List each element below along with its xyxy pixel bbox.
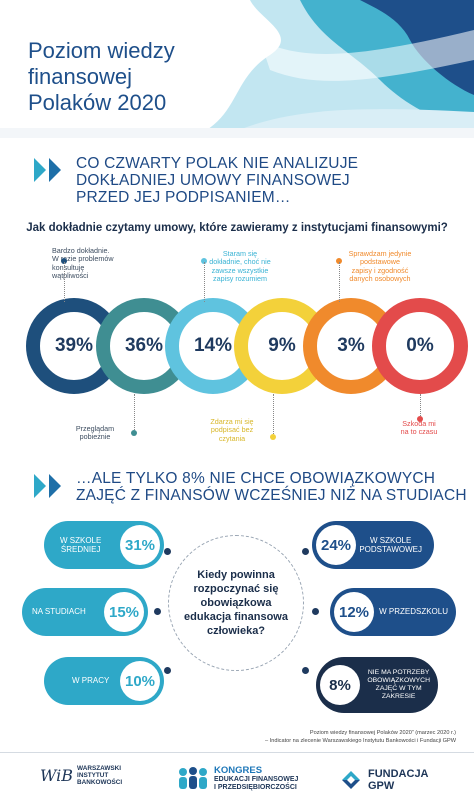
- annotation-stem: [420, 394, 421, 418]
- annotation-szkoda-czasu: Szkoda mi na to czasu: [400, 419, 438, 437]
- pill-nie-ma-potrzeby: 8% NIE MA POTRZEBY OBOWIĄZKOWYCH ZAJĘĆ W…: [316, 657, 438, 713]
- ring-value: 0%: [406, 335, 434, 356]
- ring-value: 3%: [337, 335, 365, 356]
- pill-label: W SZKOLE ŚREDNIEJ: [60, 535, 102, 554]
- annotation-stem: [134, 394, 135, 430]
- kongres-title: KONGRES: [214, 765, 263, 776]
- connector-dot: [164, 548, 171, 555]
- wib-logo-text: WARSZAWSKI INSTYTUT BANKOWOŚCI: [77, 765, 123, 787]
- annotation-stem: [273, 394, 274, 434]
- ring-value: 9%: [268, 335, 296, 356]
- annotation-przegladam: Przeglądam pobieżnie: [75, 424, 115, 442]
- double-chevron-icon: [34, 158, 61, 182]
- annotation-staram-sie: Staram się dokładnie, choć nie zawsze ws…: [209, 249, 271, 284]
- pill-value: 10%: [120, 661, 160, 701]
- pill-label: W PRACY: [72, 676, 110, 686]
- annotation-dot: [61, 258, 67, 264]
- pill-value: 12%: [334, 592, 374, 632]
- section2-question: Kiedy powinna rozpoczynać się obowiązkow…: [168, 535, 304, 671]
- section1-heading: CO CZWARTY POLAK NIE ANALIZUJE DOKŁADNIE…: [76, 155, 359, 206]
- footer-logos: WiB WARSZAWSKI INSTYTUT BANKOWOŚCI KONGR…: [0, 752, 474, 808]
- ring-value: 36%: [124, 335, 164, 356]
- header-banner: Poziom wiedzy finansowej Polaków 2020: [0, 0, 474, 138]
- connector-dot: [302, 548, 309, 555]
- annotation-bardzo-dokladnie: Bardzo dokładnie. W razie problemów kons…: [52, 246, 114, 281]
- kongres-subtitle: EDUKACJI FINANSOWEJ I PRZEDSIĘBIORCZOŚCI: [214, 776, 299, 791]
- pill-w-pracy: W PRACY 10%: [44, 657, 164, 705]
- annotation-bez-czytania: Zdarza mi się podpisać bez czytania: [210, 417, 254, 443]
- pill-na-studiach: NA STUDIACH 15%: [22, 588, 148, 636]
- pill-szkola-podstawowa: 24% W SZKOLE PODSTAWOWEJ: [312, 521, 434, 569]
- connector-dot: [302, 667, 309, 674]
- annotation-dot: [336, 258, 342, 264]
- connector-dot: [164, 667, 171, 674]
- pill-label: NIE MA POTRZEBY OBOWIĄZKOWYCH ZAJĘĆ W TY…: [367, 669, 430, 700]
- kongres-logo: KONGRES EDUKACJI FINANSOWEJ I PRZEDSIĘBI…: [176, 765, 298, 792]
- pill-value: 8%: [320, 665, 360, 705]
- annotation-dot: [270, 434, 276, 440]
- section1-question: Jak dokładnie czytamy umowy, które zawie…: [26, 222, 448, 234]
- wib-signature: WiB: [40, 766, 74, 786]
- header-waves-graphic: [0, 0, 474, 138]
- page-title: Poziom wiedzy finansowej Polaków 2020: [28, 38, 175, 115]
- ring-value: 14%: [193, 335, 233, 356]
- ring-szkoda-czasu: 0%: [372, 298, 468, 394]
- annotation-stem: [204, 262, 205, 302]
- gpw-mark-icon: [342, 771, 360, 789]
- pill-label: W PRZEDSZKOLU: [379, 607, 448, 617]
- source-note: Poziom wiedzy finansowej Polaków 2020” (…: [265, 730, 456, 744]
- gpw-logo-text: FUNDACJA GPW: [368, 768, 429, 792]
- connector-dot: [312, 608, 319, 615]
- pill-szkola-srednia: W SZKOLE ŚREDNIEJ 31%: [44, 521, 164, 569]
- annotation-stem: [339, 262, 340, 302]
- double-chevron-icon: [34, 474, 61, 498]
- wib-logo: WiB WARSZAWSKI INSTYTUT BANKOWOŚCI: [40, 765, 122, 787]
- people-icon: [179, 766, 207, 789]
- pill-value: 24%: [316, 525, 356, 565]
- pill-label: W SZKOLE PODSTAWOWEJ: [359, 535, 422, 554]
- gpw-logo: FUNDACJA GPW: [338, 767, 429, 793]
- ring-value: 39%: [54, 335, 94, 356]
- annotation-dot: [131, 430, 137, 436]
- pill-label: NA STUDIACH: [32, 607, 86, 617]
- annotation-dot: [201, 258, 207, 264]
- pill-przedszkole: 12% W PRZEDSZKOLU: [330, 588, 456, 636]
- annotation-podstawowe-zapisy: Sprawdzam jedynie podstawowe zapisy i zg…: [348, 249, 412, 284]
- annotation-dot: [417, 416, 423, 422]
- connector-dot: [154, 608, 161, 615]
- annotation-stem: [64, 262, 65, 302]
- pill-value: 15%: [104, 592, 144, 632]
- ring-chain: 39% 36% 14% 9% 3% 0%: [0, 298, 474, 398]
- pill-value: 31%: [120, 525, 160, 565]
- section2-heading: …ALE TYLKO 8% NIE CHCE OBOWIĄZKOWYCH ZAJ…: [76, 470, 467, 504]
